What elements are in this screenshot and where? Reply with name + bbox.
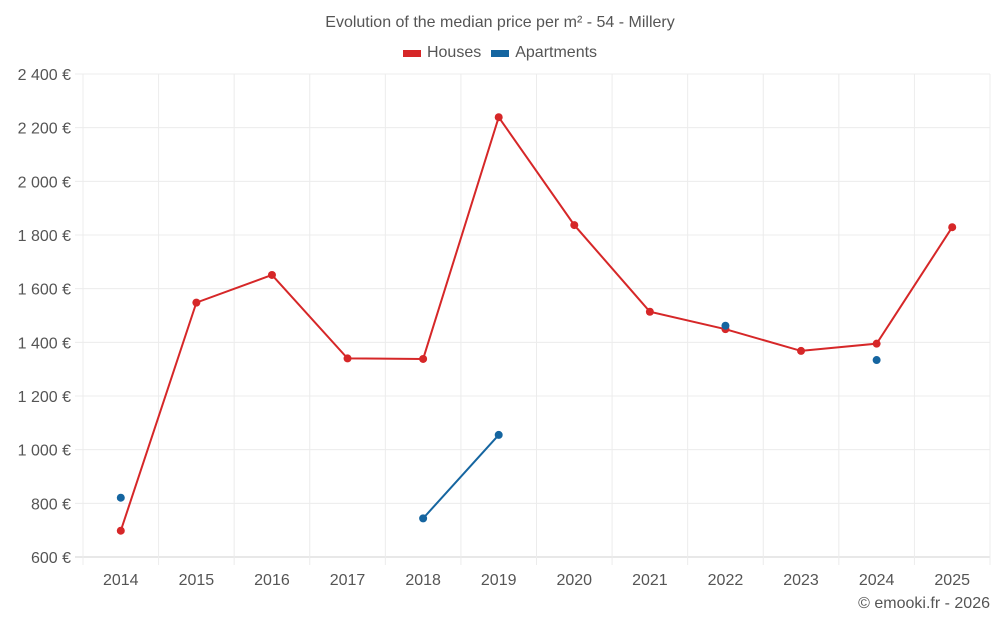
data-point-houses <box>116 526 125 535</box>
credit-text: © emooki.fr - 2026 <box>858 595 990 612</box>
data-point-houses <box>343 354 352 363</box>
legend-label-houses: Houses <box>426 44 482 61</box>
data-point-houses <box>570 221 579 230</box>
x-tick-label: 2019 <box>481 572 517 589</box>
y-tick-label: 2 200 € <box>18 121 71 138</box>
data-point-houses <box>267 270 276 279</box>
series-line-houses <box>119 114 954 532</box>
x-tick-label: 2020 <box>556 572 592 589</box>
legend-swatch-houses <box>402 49 421 57</box>
data-point-houses <box>192 298 201 307</box>
y-tick-label: 1 600 € <box>18 282 71 299</box>
y-tick-label: 800 € <box>31 496 71 513</box>
data-point-houses <box>797 346 806 355</box>
y-tick-label: 1 200 € <box>18 389 71 406</box>
y-tick-label: 1 000 € <box>18 443 71 460</box>
x-tick-label: 2022 <box>708 572 744 589</box>
y-tick-label: 2 400 € <box>18 67 71 84</box>
data-point-apartments <box>872 356 881 365</box>
x-tick-label: 2021 <box>632 572 668 589</box>
data-point-apartments <box>116 493 125 502</box>
data-point-houses <box>645 307 654 316</box>
y-tick-label: 2 000 € <box>18 174 71 191</box>
legend-swatch-apartments <box>491 49 510 57</box>
legend: Houses Apartments <box>0 44 1000 62</box>
x-tick-label: 2025 <box>934 572 970 589</box>
series-line-apartments <box>422 434 500 520</box>
x-tick-label: 2014 <box>103 572 139 589</box>
x-tick-label: 2018 <box>405 572 441 589</box>
y-tick-label: 600 € <box>31 550 71 567</box>
data-point-houses <box>948 223 957 232</box>
x-tick-label: 2017 <box>330 572 366 589</box>
data-point-houses <box>872 339 881 348</box>
data-point-apartments <box>721 321 730 330</box>
x-tick-label: 2015 <box>179 572 215 589</box>
x-tick-label: 2023 <box>783 572 819 589</box>
data-point-houses <box>494 113 503 122</box>
data-point-apartments <box>494 430 503 439</box>
legend-label-apartments: Apartments <box>515 44 598 61</box>
y-tick-label: 1 800 € <box>18 228 71 245</box>
legend-item-houses[interactable]: Houses <box>402 44 482 62</box>
x-tick-label: 2016 <box>254 572 290 589</box>
x-tick-label: 2024 <box>859 572 895 589</box>
y-tick-label: 1 400 € <box>18 335 71 352</box>
data-point-apartments <box>419 514 428 523</box>
legend-item-apartments[interactable]: Apartments <box>491 44 597 62</box>
chart-title: Evolution of the median price per m² - 5… <box>325 14 675 31</box>
data-point-houses <box>419 354 428 363</box>
